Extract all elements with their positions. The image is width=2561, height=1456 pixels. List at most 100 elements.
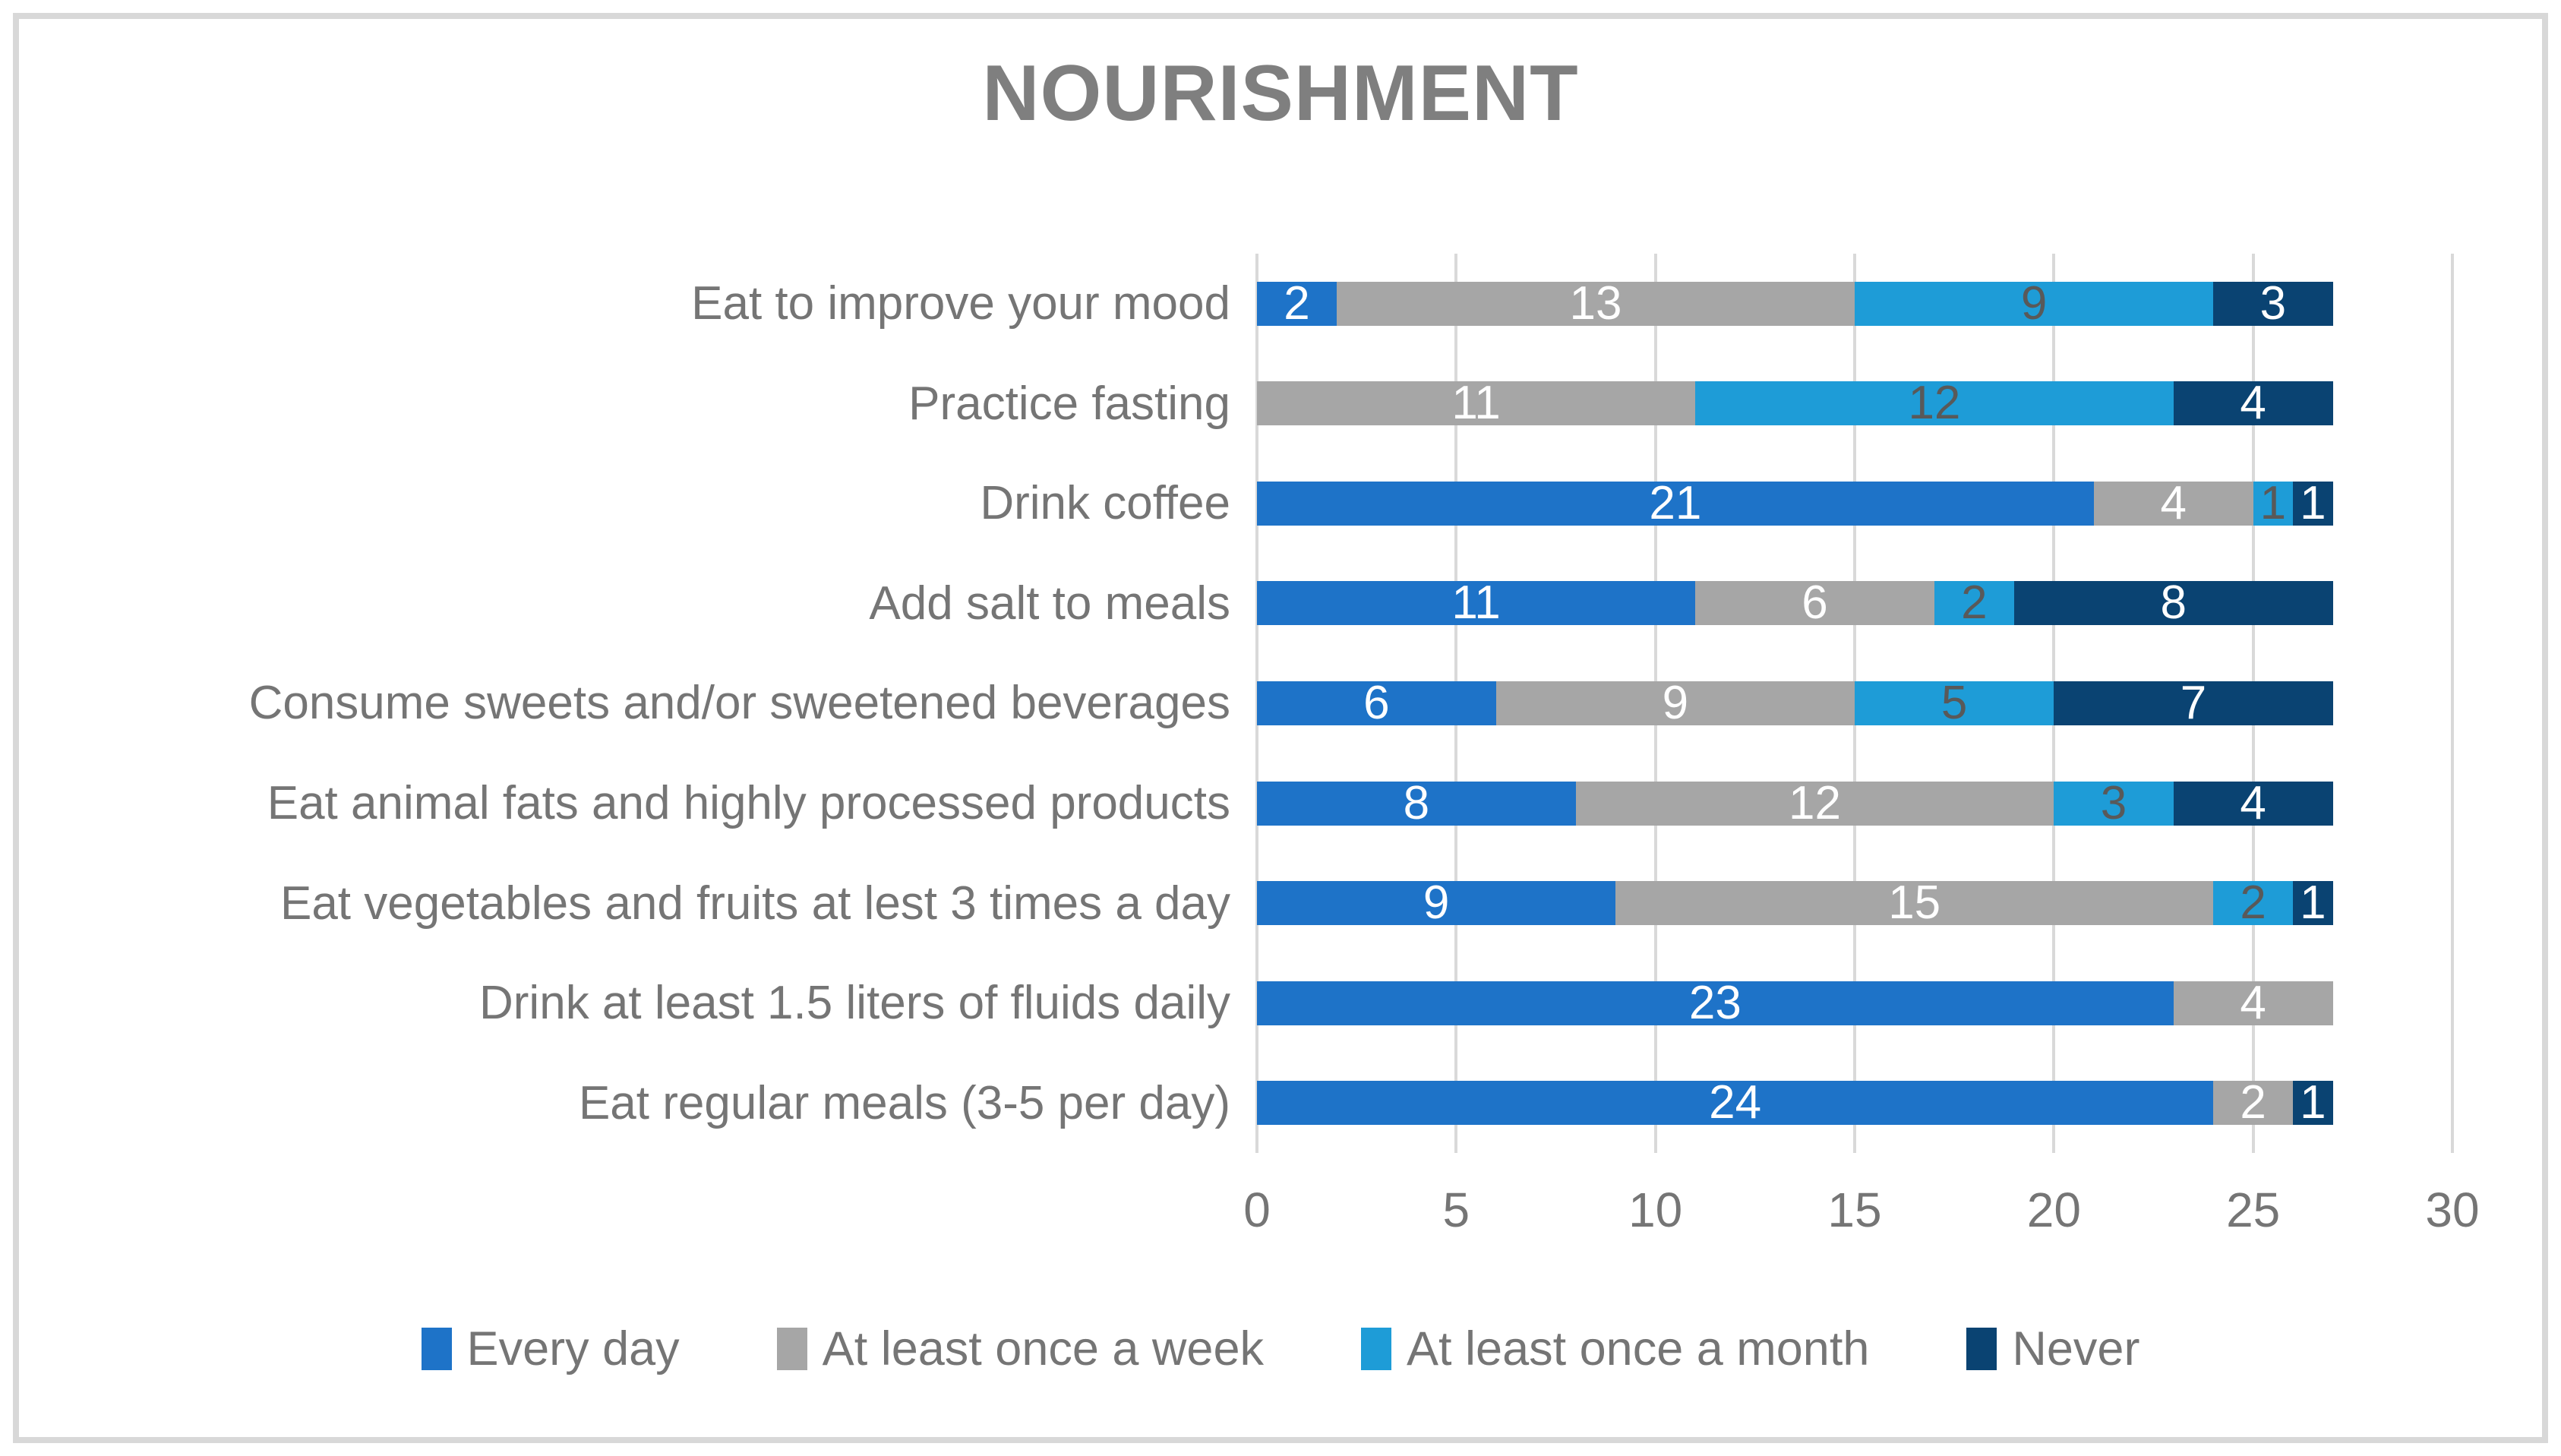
bar-value-label: 5 <box>1940 677 1968 730</box>
category-label: Drink coffee <box>980 477 1230 530</box>
bar-segment: 12 <box>1695 377 2174 430</box>
category-label: Eat to improve your mood <box>691 277 1230 330</box>
bar-value-label: 8 <box>2160 576 2187 630</box>
bar-track: 6 9 5 7 <box>1257 677 2452 730</box>
bar-value-label: 2 <box>2240 876 2266 930</box>
bar-segment: 9 <box>1257 876 1616 930</box>
x-axis-tick-label: 25 <box>2226 1183 2281 1237</box>
bar-segment: 9 <box>1495 677 1855 730</box>
bar-value-label: 12 <box>1908 377 1961 430</box>
bar-value-label: 13 <box>1569 276 1622 330</box>
category-row: Eat vegetables and fruits at lest 3 time… <box>46 853 2452 953</box>
legend-label: At least once a month <box>1407 1322 1870 1375</box>
bar-value-label: 1 <box>2300 476 2326 529</box>
bar-value-label: 1 <box>2300 1076 2326 1129</box>
legend-label: Never <box>2012 1322 2140 1375</box>
bar-value-label: 15 <box>1888 876 1941 930</box>
bar-segment: 2 <box>2213 1076 2294 1129</box>
legend-item-at-least-once-a-month: At least once a month <box>1361 1322 1869 1376</box>
bar-value-label: 4 <box>2240 377 2266 430</box>
bar-value-label: 11 <box>1451 576 1501 630</box>
bar-segment: 4 <box>2173 377 2333 430</box>
bar-track: 21 4 1 1 <box>1257 476 2452 529</box>
bar-value-label: 11 <box>1451 377 1501 430</box>
category-row: Drink coffee 21 4 1 1 <box>46 453 2452 554</box>
bar-value-label: 1 <box>2259 476 2287 529</box>
bar-track: 11 6 2 8 <box>1257 576 2452 630</box>
bar-track: 23 4 <box>1257 976 2452 1029</box>
x-axis-tick-label: 10 <box>1628 1183 1683 1237</box>
plot-rows: Eat to improve your mood 2 13 9 3 Practice fa… <box>46 254 2452 1153</box>
bar-segment: 7 <box>2054 677 2333 730</box>
category-label: Eat vegetables and fruits at lest 3 time… <box>279 876 1230 930</box>
bar-value-label: 23 <box>1688 976 1742 1029</box>
legend-item-at-least-once-a-week: At least once a week <box>776 1322 1265 1376</box>
legend-swatch-icon <box>776 1328 807 1370</box>
bar-track: 24 2 1 <box>1257 1076 2452 1129</box>
legend-label: At least once a week <box>822 1322 1265 1375</box>
bar-track: 11 12 4 <box>1257 377 2452 430</box>
bar-segment: 6 <box>1257 677 1496 730</box>
gridline <box>2451 254 2454 1153</box>
x-axis-tick-label: 0 <box>1243 1183 1271 1237</box>
bar-segment: 3 <box>2054 776 2174 829</box>
bar-segment: 15 <box>1615 876 2214 930</box>
bar-value-label: 6 <box>1363 677 1390 730</box>
legend-swatch-icon <box>1361 1328 1392 1370</box>
bar-value-label: 9 <box>2020 276 2048 330</box>
bar-segment: 2 <box>2213 876 2294 930</box>
bar-segment: 11 <box>1257 377 1696 430</box>
legend-label: Every day <box>466 1322 680 1375</box>
bar-track: 2 13 9 3 <box>1257 276 2452 330</box>
bar-segment: 2 <box>1934 576 2014 630</box>
bar-segment: 1 <box>2293 476 2333 529</box>
bar-value-label: 9 <box>1662 677 1689 730</box>
chart-border <box>13 13 2548 1443</box>
bar-value-label: 2 <box>2240 1076 2266 1129</box>
bar-segment: 2 <box>1257 280 1337 327</box>
bar-segment: 4 <box>2093 476 2253 529</box>
bar-value-label: 6 <box>1802 576 1828 630</box>
bar-segment: 23 <box>1257 976 2174 1029</box>
bar-segment: 24 <box>1257 1079 2214 1126</box>
bar-track: 8 12 3 4 <box>1257 776 2452 829</box>
bar-value-label: 4 <box>2240 976 2266 1029</box>
category-label: Practice fasting <box>908 377 1230 430</box>
bar-value-label: 2 <box>1961 576 1988 630</box>
bar-segment: 1 <box>2293 876 2333 930</box>
category-row: Drink at least 1.5 liters of fluids dail… <box>46 953 2452 1053</box>
category-row: Consume sweets and/or sweetened beverage… <box>46 653 2452 753</box>
x-axis: 0 5 10 15 20 25 30 <box>1243 1182 2479 1250</box>
bar-segment: 21 <box>1257 479 2094 526</box>
category-label: Eat regular meals (3-5 per day) <box>578 1076 1230 1129</box>
bar-segment: 4 <box>2173 976 2333 1029</box>
bar-segment: 12 <box>1575 776 2054 829</box>
bar-value-label: 3 <box>2100 776 2127 829</box>
bar-segment: 1 <box>2253 476 2294 529</box>
category-label: Drink at least 1.5 liters of fluids dail… <box>479 977 1230 1030</box>
category-row: Practice fasting 11 12 4 <box>46 354 2452 454</box>
bar-segment: 8 <box>2013 576 2333 630</box>
category-label: Add salt to meals <box>869 576 1230 630</box>
x-axis-tick-label: 30 <box>2425 1183 2480 1237</box>
x-axis-tick-label: 5 <box>1442 1183 1470 1237</box>
bar-value-label: 3 <box>2259 276 2287 330</box>
bar-value-label: 4 <box>2160 476 2187 529</box>
bar-value-label: 12 <box>1789 776 1841 829</box>
legend-swatch-icon <box>421 1328 452 1370</box>
bar-value-label: 1 <box>2300 876 2326 930</box>
legend-swatch-icon <box>1966 1328 1997 1370</box>
legend: Every day At least once a week At least on… <box>0 1322 2561 1376</box>
legend-item-every-day: Every day <box>421 1322 680 1376</box>
bar-segment: 6 <box>1695 576 1934 630</box>
bar-value-label: 4 <box>2240 776 2266 829</box>
category-row: Eat regular meals (3-5 per day) 24 2 1 <box>46 1053 2452 1154</box>
bar-track: 9 15 2 1 <box>1257 876 2452 930</box>
bar-value-label: 9 <box>1423 876 1450 930</box>
bar-value-label: 7 <box>2180 677 2207 730</box>
bar-segment: 11 <box>1257 576 1696 630</box>
bar-segment: 1 <box>2293 1076 2333 1129</box>
bar-segment: 5 <box>1854 677 2054 730</box>
category-row: Eat animal fats and highly processed pro… <box>46 753 2452 854</box>
